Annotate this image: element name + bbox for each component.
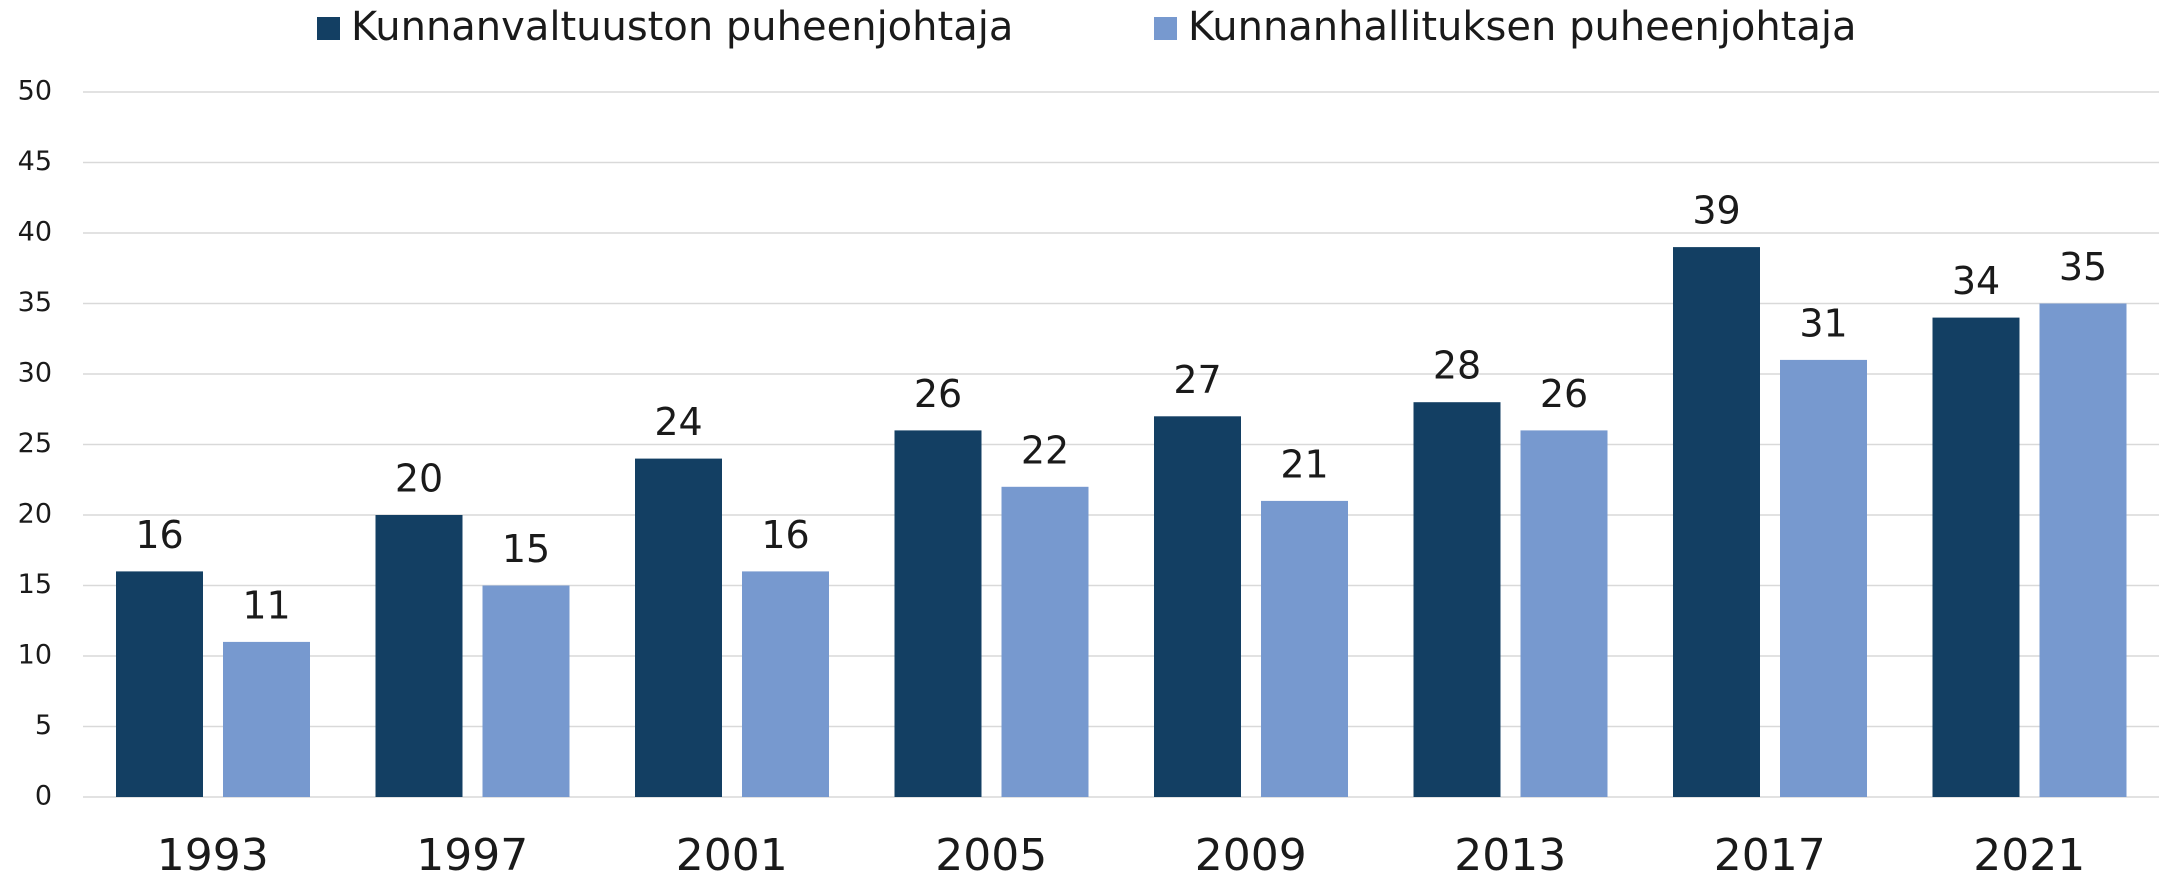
- bar: [2039, 303, 2127, 797]
- y-tick-label: 15: [18, 569, 52, 600]
- legend-swatch: [317, 17, 340, 40]
- x-tick-label: 2017: [1714, 830, 1826, 880]
- bar: [742, 571, 829, 797]
- data-label: 24: [654, 400, 702, 444]
- y-tick-label: 30: [18, 358, 52, 389]
- bar: [1932, 317, 2020, 797]
- y-tick-label: 50: [18, 76, 52, 107]
- bar: [1261, 500, 1348, 797]
- data-label: 11: [242, 583, 290, 627]
- data-label: 20: [395, 457, 443, 501]
- data-label: 16: [135, 513, 183, 557]
- y-tick-label: 40: [18, 217, 52, 248]
- data-label: 15: [502, 527, 550, 571]
- data-label: 39: [1692, 189, 1740, 233]
- y-tick-label: 20: [18, 499, 52, 530]
- bar: [635, 458, 722, 797]
- bar: [1673, 247, 1760, 798]
- data-label: 34: [1952, 259, 2000, 303]
- bar: [375, 515, 463, 797]
- x-tick-label: 2009: [1195, 830, 1307, 880]
- data-label: 26: [914, 372, 962, 416]
- data-label: 26: [1540, 372, 1588, 416]
- data-label: 28: [1433, 344, 1481, 388]
- y-tick-label: 45: [18, 146, 52, 177]
- x-tick-label: 2005: [935, 830, 1047, 880]
- bar: [1001, 486, 1089, 797]
- legend-swatch: [1154, 17, 1177, 40]
- bar: [482, 585, 570, 797]
- data-label: 27: [1173, 358, 1221, 402]
- x-tick-label: 1997: [416, 830, 528, 880]
- data-label: 31: [1799, 301, 1847, 345]
- y-tick-label: 5: [35, 710, 52, 741]
- bar: [223, 641, 310, 797]
- data-label: 16: [761, 513, 809, 557]
- y-tick-label: 25: [18, 428, 52, 459]
- bar: [116, 571, 203, 797]
- x-tick-label: 2001: [676, 830, 788, 880]
- bar: [894, 430, 982, 797]
- x-tick-label: 2021: [1973, 830, 2085, 880]
- bar: [1154, 416, 1241, 797]
- y-tick-label: 10: [18, 640, 52, 671]
- legend-label: Kunnanhallituksen puheenjohtaja: [1188, 4, 1857, 50]
- bar: [1413, 402, 1501, 797]
- x-tick-label: 1993: [157, 830, 269, 880]
- data-label: 22: [1021, 428, 1069, 472]
- bar: [1520, 430, 1608, 797]
- data-label: 21: [1280, 442, 1328, 486]
- data-label: 35: [2059, 245, 2107, 289]
- bar: [1780, 359, 1867, 797]
- y-tick-label: 35: [18, 287, 52, 318]
- y-tick-label: 0: [35, 781, 52, 812]
- legend-label: Kunnanvaltuuston puheenjohtaja: [351, 4, 1013, 50]
- x-tick-label: 2013: [1454, 830, 1566, 880]
